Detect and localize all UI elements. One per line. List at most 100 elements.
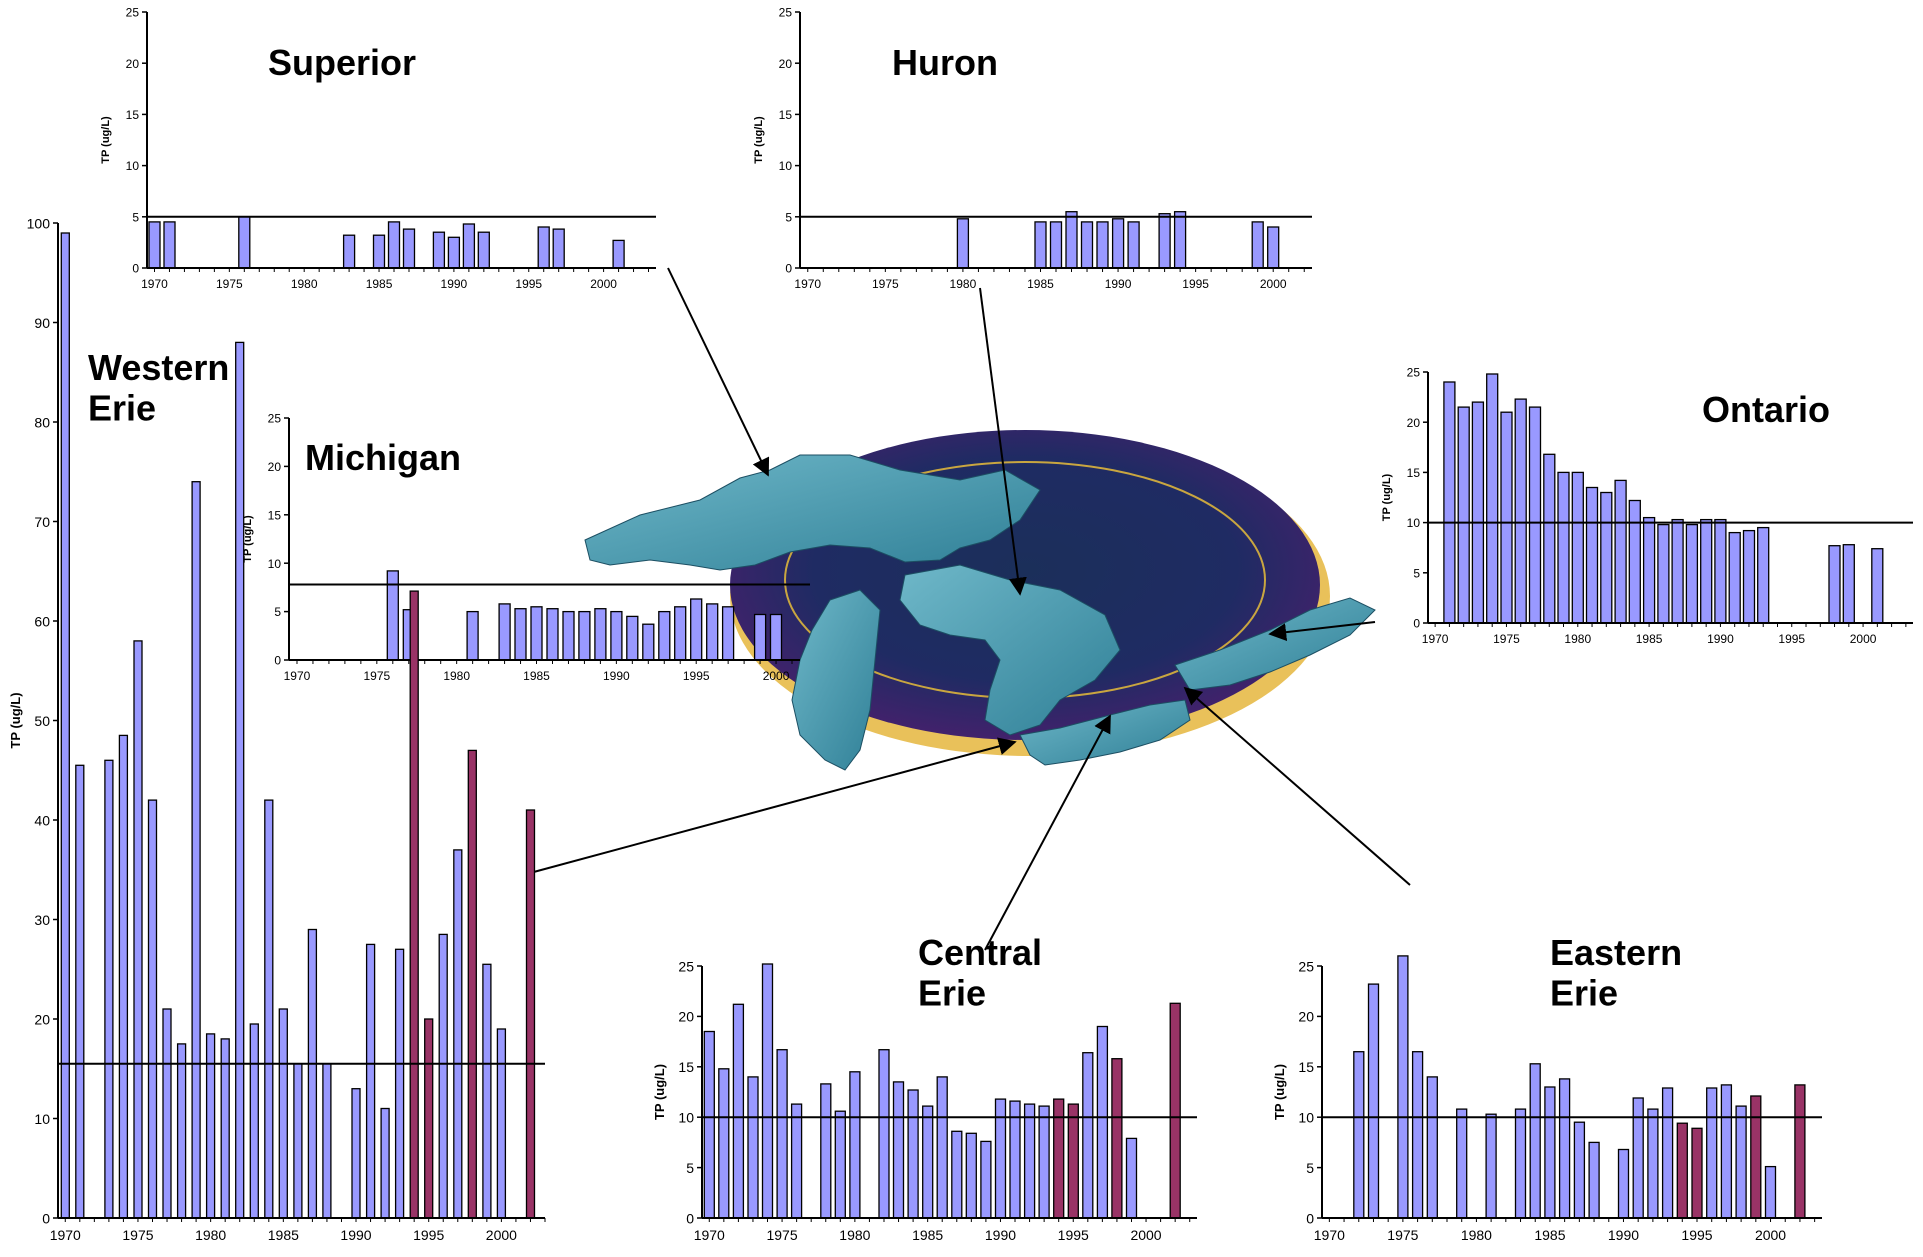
western-erie-ytick-label: 20 [34, 1011, 50, 1027]
ontario-bar-1986 [1657, 523, 1670, 624]
western-erie-bar-1999 [482, 963, 492, 1219]
ontario-bar-1971 [1443, 381, 1456, 624]
western-erie-bar-1986 [293, 1063, 303, 1219]
ontario-bar-1989 [1700, 518, 1713, 624]
michigan-bar-1989 [594, 608, 607, 661]
eastern-erie-bar-1993 [1661, 1087, 1674, 1219]
huron-xtick-label: 1980 [950, 277, 977, 291]
eastern-erie-bar-1991 [1632, 1097, 1644, 1219]
huron-ytick-label: 5 [785, 210, 792, 224]
superior-bar-2001 [612, 239, 625, 269]
central-erie-bar-1995 [1067, 1103, 1079, 1219]
western-erie-xtick-label: 2000 [486, 1227, 517, 1243]
eastern-erie-xtick-label: 1980 [1461, 1227, 1492, 1243]
superior-ytick-label: 0 [132, 262, 139, 276]
ontario-bar-1981 [1585, 486, 1599, 624]
ontario-bar-1980 [1571, 471, 1584, 624]
eastern-erie-bar-1986 [1558, 1078, 1571, 1219]
huron-bar-1990 [1111, 218, 1125, 269]
central-erie-bar-1971 [718, 1068, 730, 1219]
eastern-erie-bar-1995 [1691, 1127, 1703, 1219]
western-erie-title: Western Erie [88, 347, 229, 428]
western-erie-bar-1993 [394, 948, 405, 1219]
western-erie-bar-1979 [191, 481, 201, 1219]
superior-title: Superior [268, 42, 416, 83]
central-erie-bar-1972 [732, 1003, 745, 1219]
eastern-erie-xtick-label: 1975 [1387, 1227, 1418, 1243]
huron-bar-1999 [1251, 221, 1264, 269]
western-erie-bar-1991 [365, 943, 376, 1219]
central-erie-xtick-label: 1970 [694, 1227, 725, 1243]
western-erie-xtick-label: 1980 [195, 1227, 226, 1243]
huron-ytick-label: 20 [779, 57, 793, 71]
arrow-huron [979, 287, 1027, 596]
michigan-ytick-label: 15 [268, 508, 282, 522]
eastern-erie-bar-1984 [1529, 1063, 1541, 1219]
central-erie-bar-1993 [1038, 1105, 1050, 1219]
michigan-xtick-label: 1985 [523, 669, 550, 683]
eastern-erie-bar-1996 [1706, 1087, 1718, 1219]
ontario-bar-1977 [1528, 406, 1542, 624]
eastern-erie-bar-1979 [1456, 1108, 1468, 1219]
ontario-bar-1993 [1757, 526, 1770, 624]
eastern-erie-title: Eastern Erie [1550, 932, 1682, 1013]
michigan-ytick-label: 25 [268, 412, 282, 426]
ontario-ytick-label: 25 [1407, 366, 1421, 380]
western-erie-xtick-label: 1970 [50, 1227, 81, 1243]
ontario-ytick-label: 5 [1413, 566, 1420, 580]
central-erie-bar-1970 [703, 1030, 715, 1219]
eastern-erie-bar-1998 [1735, 1105, 1747, 1219]
western-erie-ytick-label: 60 [34, 613, 50, 629]
eastern-erie-bar-1988 [1588, 1141, 1600, 1219]
chart-superior: Superior 0 5 10 15 20 25 1970 1975 1980 1985 1990 19… [100, 6, 656, 291]
eastern-erie-bar-1992 [1647, 1108, 1659, 1219]
michigan-bar-1985 [530, 606, 543, 661]
michigan-bar-1993 [658, 610, 671, 661]
western-erie-bar-1995 [424, 1018, 434, 1219]
superior-bar-1990 [447, 236, 461, 269]
central-erie-xtick-label: 1990 [985, 1227, 1016, 1243]
ontario-bar-1974 [1486, 373, 1499, 624]
michigan-bar-1981 [466, 610, 479, 661]
huron-xtick-label: 1970 [794, 277, 821, 291]
western-erie-bar-1980 [205, 1033, 216, 1219]
western-erie-bar-1987 [307, 928, 318, 1219]
ontario-xtick-label: 1990 [1707, 632, 1734, 646]
chart-michigan: Michigan 0 5 10 15 20 25 1970 1975 1980 1985 1990 19… [242, 412, 810, 683]
western-erie-bar-1973 [104, 759, 114, 1219]
eastern-erie-ylabel: TP (ug/L) [1272, 1064, 1287, 1120]
superior-xtick-label: 1985 [366, 277, 393, 291]
western-erie-bar-1985 [278, 1008, 288, 1219]
ontario-ytick-label: 10 [1407, 516, 1421, 530]
huron-bar-2000 [1267, 226, 1280, 269]
western-erie-bar-1997 [453, 849, 463, 1219]
ontario-bar-1983 [1614, 479, 1627, 624]
western-erie-xtick-label: 1995 [413, 1227, 444, 1243]
superior-bar-1992 [477, 231, 490, 269]
western-erie-bar-1990 [351, 1088, 361, 1219]
ontario-xtick-label: 1985 [1636, 632, 1663, 646]
eastern-erie-bar-1999 [1750, 1095, 1762, 1219]
ontario-bar-1988 [1685, 523, 1699, 624]
superior-bar-1991 [462, 223, 476, 269]
ontario-bar-1972 [1457, 406, 1470, 624]
superior-ytick-label: 10 [126, 159, 140, 173]
superior-ytick-label: 15 [126, 108, 140, 122]
ontario-ytick-label: 0 [1413, 617, 1420, 631]
ontario-bar-1975 [1500, 411, 1513, 624]
huron-xtick-label: 1990 [1105, 277, 1132, 291]
western-erie-bar-2000 [496, 1028, 507, 1219]
central-erie-bar-1991 [1009, 1100, 1021, 1219]
central-erie-ylabel: TP (ug/L) [652, 1064, 667, 1120]
western-erie-bar-1978 [176, 1043, 187, 1219]
eastern-erie-xtick-label: 2000 [1755, 1227, 1786, 1243]
superior-xtick-label: 1995 [515, 277, 542, 291]
superior-xtick-label: 1975 [216, 277, 243, 291]
michigan-bar-1987 [562, 610, 575, 661]
western-erie-bar-1992 [380, 1107, 390, 1219]
huron-ytick-label: 10 [779, 159, 793, 173]
western-erie-ytick-label: 100 [27, 215, 51, 231]
eastern-erie-bar-1973 [1367, 983, 1380, 1219]
